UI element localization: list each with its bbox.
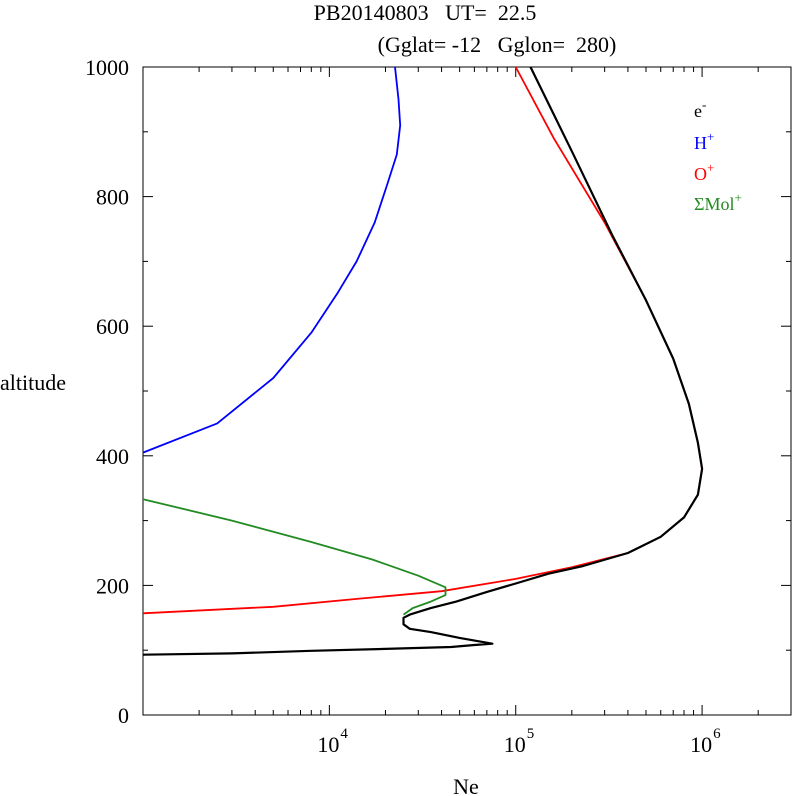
x-tick-label: 10 (504, 732, 526, 757)
legend: e- H+ O+ ΣMol+ (694, 97, 742, 214)
y-tick-label: 1000 (85, 55, 129, 80)
chart-title-line2: (Gglat= -12 Gglon= 280) (378, 32, 617, 57)
x-axis-label: Ne (453, 774, 479, 796)
series-line-3 (142, 498, 447, 616)
y-axis-label: altitude (0, 370, 66, 395)
y-tick-label: 400 (96, 444, 129, 469)
legend-entry: e- (694, 97, 706, 121)
series-line-1 (142, 66, 402, 454)
legend-entry: O+ (694, 160, 714, 184)
x-tick-label: 10 (317, 732, 339, 757)
y-tick-label: 600 (96, 314, 129, 339)
y-tick-labels: 0 200 400 600 800 1000 (85, 55, 129, 728)
x-tick-label-exponent: 5 (527, 726, 535, 742)
series-lines (142, 66, 704, 656)
x-tick-labels: 10 4 10 5 10 6 (317, 726, 721, 757)
x-tick-label: 10 (690, 732, 712, 757)
chart-title-line1: PB20140803 UT= 22.5 (314, 0, 537, 25)
x-tick-label-exponent: 6 (713, 726, 721, 742)
series-line-0 (142, 66, 704, 656)
y-tick-label: 200 (96, 573, 129, 598)
y-tick-label: 0 (118, 703, 129, 728)
axis-ticks (142, 66, 792, 716)
series-line-2 (142, 66, 703, 615)
legend-entry: H+ (694, 129, 714, 153)
x-tick-label-exponent: 4 (340, 726, 348, 742)
legend-entry: ΣMol+ (694, 190, 742, 214)
y-tick-label: 800 (96, 185, 129, 210)
